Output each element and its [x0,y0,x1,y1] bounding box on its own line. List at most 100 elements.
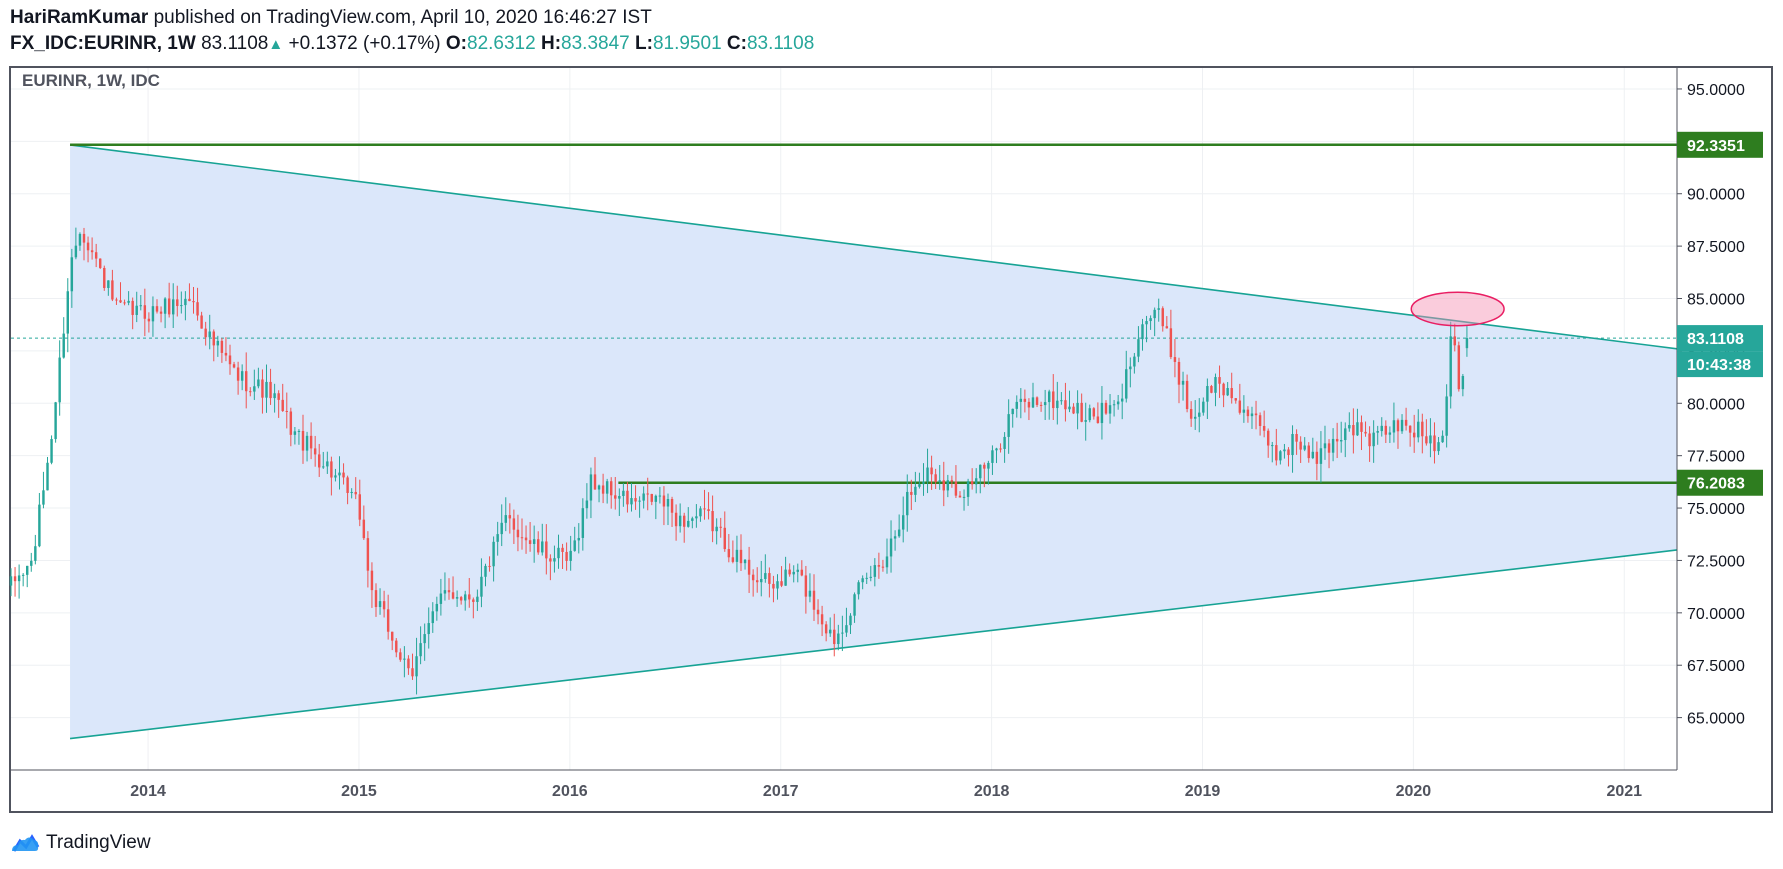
candle-body [589,474,593,501]
candle-body [557,547,560,559]
candle-body [999,448,1002,450]
author-name[interactable]: HariRamKumar [10,7,149,28]
candle-body [90,250,94,253]
candle-body [577,537,580,541]
candle-body [82,233,86,243]
publish-info: HariRamKumar published on TradingView.co… [10,6,652,30]
time-tick-label: 2018 [974,783,1010,800]
candle-body [58,357,61,403]
candle-body [1202,401,1205,413]
candle-body [200,315,203,329]
candle-body [1425,436,1428,444]
chart-frame[interactable] [9,66,1773,813]
published-text: published on TradingView.com, April 10, … [153,7,652,28]
candle-body [265,381,268,398]
candle-body [1189,409,1193,419]
candle-body [849,615,852,626]
candle-body [1295,433,1298,442]
candle-body [439,593,443,604]
candle-body [358,494,361,520]
candle-body [853,594,856,616]
candle-body [1238,400,1242,413]
wedge-lower-trendline[interactable] [69,549,1678,740]
close-value: 83.1108 [746,33,815,54]
candle-body [1417,421,1420,438]
wedge-fill [70,144,1678,739]
price-tick-label: 85.0000 [1687,292,1745,309]
candle-body [906,491,909,516]
candle-body [950,480,954,482]
candle-body [167,298,171,315]
candles [9,227,1469,695]
candle-body [678,515,682,527]
price-tick-label: 87.5000 [1687,239,1745,256]
candle-body [1027,401,1031,408]
candle-body [123,302,126,304]
candle-body [1356,422,1359,436]
candle-body [618,496,621,499]
wedge-upper-trendline[interactable] [69,144,1678,350]
candle-body [472,599,475,602]
close-label: C: [726,33,747,54]
candle-body [34,546,37,561]
time-tick-label: 2021 [1606,783,1642,800]
time-axis[interactable]: 2014 2015 2016 2017 2018 2019 2020 2021 [130,783,1642,800]
highlight-ellipse[interactable] [1410,291,1505,327]
candle-body [1133,356,1136,367]
candle-body [516,529,520,538]
candle-body [484,565,487,577]
candle-body [691,518,694,521]
candle-body [593,474,597,490]
candle-body [1185,380,1189,410]
candle-body [1116,401,1120,405]
candle-body [751,574,755,581]
last-price: 83.1108 [201,33,269,54]
candle-body [151,306,155,322]
candle-body [845,625,848,633]
candle-body [476,596,479,602]
candle-body [415,656,418,677]
candle-body [857,582,860,595]
candle-body [289,411,293,435]
candle-body [804,575,808,597]
candle-body [1461,375,1465,390]
candle-body [297,430,301,432]
price-tick-label: 65.0000 [1687,711,1745,728]
level-label-bg [1677,469,1763,496]
candle-body [873,565,877,577]
candle-body [893,536,897,539]
candle-body [1092,408,1096,417]
bar-countdown-label-bg [1677,351,1763,378]
candle-body [1193,416,1197,419]
candle-body [455,597,459,599]
candle-body [828,629,832,634]
price-axis[interactable]: 95.000092.500090.000087.500085.000082.50… [1677,82,1745,728]
candle-body [224,352,228,356]
candle-body [642,493,645,501]
candle-body [208,331,211,338]
candle-body [480,576,483,597]
price-tick-label: 72.5000 [1687,553,1745,570]
candle-body [1149,318,1152,322]
candle-body [366,538,370,571]
candle-body [50,439,53,463]
candle-body [914,486,917,495]
candle-body [512,518,516,530]
candle-body [1206,386,1209,402]
candle-body [942,480,945,491]
candle-body [922,481,925,485]
tradingview-logo[interactable]: TradingView [10,830,151,856]
candle-body [232,364,236,368]
candle-body [212,331,215,346]
candle-body [228,355,232,365]
candle-body [1157,308,1160,310]
candle-body [1242,409,1246,413]
candle-body [991,450,994,463]
candle-body [172,299,175,315]
candle-body [1400,419,1404,432]
candle-body [403,658,406,660]
candle-body [1153,309,1156,319]
candle-body [966,481,970,497]
candle-body [780,581,783,586]
